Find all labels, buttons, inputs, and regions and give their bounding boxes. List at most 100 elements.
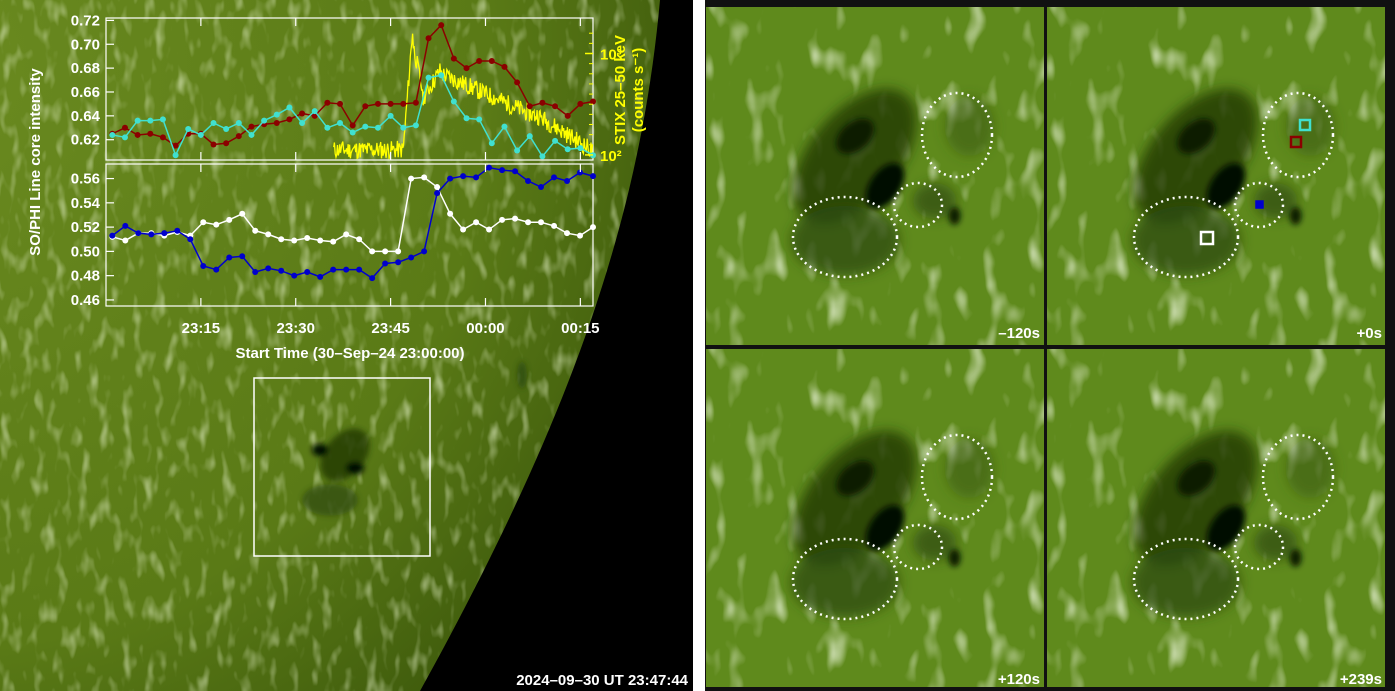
darkred-point — [387, 100, 394, 107]
x-tick-label: 23:30 — [277, 320, 315, 337]
marker-white-square — [1199, 230, 1215, 246]
white-point — [564, 230, 571, 237]
blue-point — [291, 272, 298, 279]
cyan-point — [324, 124, 331, 131]
blue-point — [161, 230, 168, 237]
panel-plus239: +239s — [1047, 349, 1385, 688]
white-point — [408, 175, 415, 182]
blue-point — [265, 265, 272, 272]
blue-point — [356, 266, 363, 273]
cyan-point — [159, 116, 166, 123]
white-point — [317, 237, 324, 244]
white-point — [421, 174, 428, 181]
cyan-point — [121, 134, 128, 141]
cyan-point — [235, 120, 242, 127]
marker-darkred-square — [1289, 135, 1303, 149]
white-point — [291, 237, 298, 244]
blue-point — [369, 275, 376, 282]
darkred-point — [412, 99, 419, 106]
cyan-point — [577, 145, 584, 152]
white-point — [486, 226, 493, 233]
bottom-plot-frame — [105, 163, 594, 307]
darkred-point — [235, 133, 242, 140]
blue-point — [187, 236, 194, 243]
panel-minus120: –120s — [706, 7, 1044, 345]
white-point — [551, 222, 558, 229]
darkred-point — [425, 35, 432, 42]
darkred-point — [349, 122, 356, 129]
y-tick-label: 0.46 — [71, 292, 100, 309]
blue-point — [226, 254, 233, 261]
blue-point — [278, 267, 285, 274]
darkred-point — [172, 142, 179, 149]
white-point — [343, 231, 350, 238]
darkred-point — [438, 22, 445, 29]
left-axis-label: SO/PHI Line core intensity — [27, 68, 44, 256]
darkred-point — [147, 130, 154, 137]
darkred-point — [273, 120, 280, 127]
cyan-point — [134, 117, 141, 124]
y-tick-label: 0.50 — [71, 243, 100, 260]
darkred-point — [374, 100, 381, 107]
time-series-plot: 23:15 23:30 23:45 00:00 00:15 0.72 0.70 0.68 0.6… — [27, 12, 647, 362]
white-point — [265, 231, 272, 238]
x-tick-label: 00:15 — [561, 320, 599, 337]
cyan-point — [299, 120, 306, 127]
right-tick-label: 10² — [600, 148, 622, 165]
cyan-point — [172, 152, 179, 159]
white-point — [252, 227, 259, 234]
white-point — [460, 226, 467, 233]
darkred-point — [299, 110, 306, 117]
white-point — [226, 216, 233, 223]
blue-point — [343, 266, 350, 273]
blue-point — [148, 231, 155, 238]
x-tick-label: 23:45 — [371, 320, 409, 337]
x-tick-label: 00:00 — [466, 320, 504, 337]
cyan-point — [450, 98, 457, 105]
blue-point — [590, 173, 596, 180]
blue-point — [473, 174, 480, 181]
blue-point — [382, 260, 389, 267]
darkred-point — [223, 140, 230, 147]
white-point — [382, 248, 389, 255]
cyan-point — [248, 131, 255, 138]
blue-point — [304, 269, 311, 276]
cyan-point — [374, 124, 381, 131]
blue-point — [239, 253, 246, 260]
blue-point — [512, 168, 519, 175]
cyan-point — [539, 153, 546, 160]
white-point — [499, 216, 506, 223]
cyan-point — [311, 108, 318, 115]
darkred-point — [552, 103, 559, 110]
right-tick-label: 10³ — [600, 47, 622, 64]
darkred-point — [337, 100, 344, 107]
cyan-point — [185, 125, 192, 132]
white-point — [369, 248, 376, 255]
blue-point — [252, 269, 259, 276]
y-tick-label: 0.56 — [71, 171, 100, 188]
x-tick-label: 23:15 — [182, 320, 220, 337]
darkred-point — [210, 141, 217, 148]
plot-axes: 23:15 23:30 23:45 00:00 00:15 0.72 0.70 0.68 0.6… — [71, 12, 622, 337]
cyan-point — [501, 123, 508, 130]
white-point — [304, 235, 311, 242]
white-point — [512, 215, 519, 222]
blue-point — [109, 232, 116, 239]
y-tick-label: 0.48 — [71, 268, 100, 285]
y-tick-label: 0.66 — [71, 84, 100, 101]
darkred-point — [590, 98, 596, 105]
blue-point — [564, 177, 571, 184]
panel-label: +120s — [998, 671, 1040, 688]
darkred-point — [324, 99, 331, 106]
x-axis-label: Start Time (30–Sep–24 23:00:00) — [235, 345, 464, 362]
white-point — [577, 232, 584, 239]
panel-0: +0s — [1047, 7, 1385, 345]
white-point — [447, 210, 454, 217]
blue-point — [499, 167, 506, 174]
white-point — [525, 219, 532, 226]
cyan-point — [362, 123, 369, 130]
blue-point — [174, 227, 181, 234]
cyan-point — [109, 131, 116, 138]
blue-point — [135, 230, 142, 237]
blue-point — [408, 254, 415, 261]
